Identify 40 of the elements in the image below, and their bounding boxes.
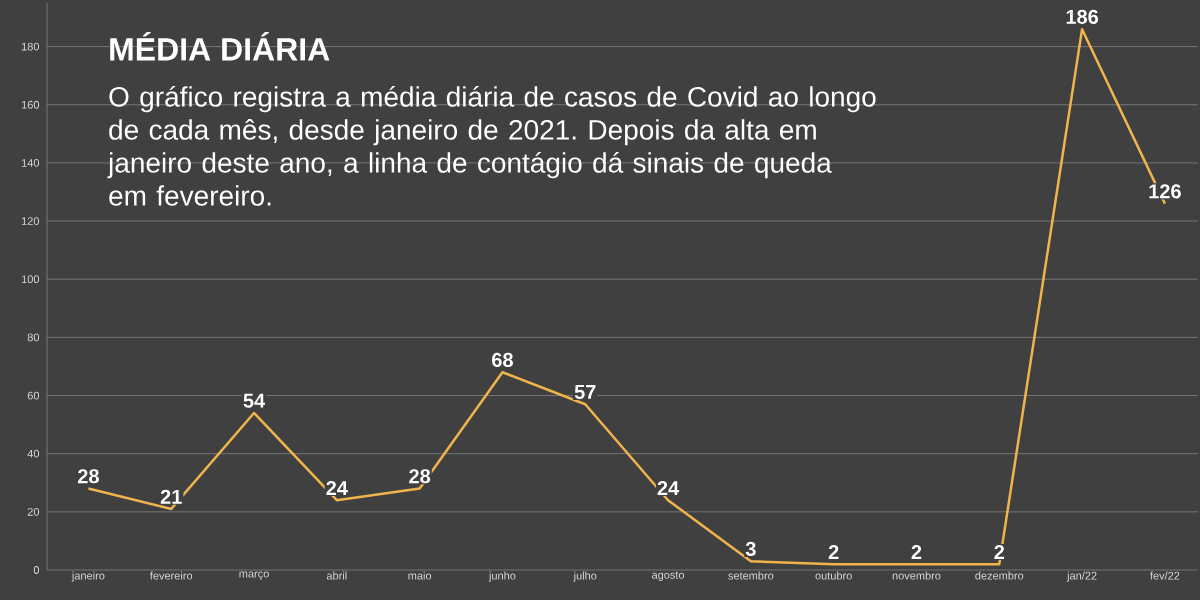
x-tick-label: outubro [815,571,852,580]
data-label: 57 [574,385,596,400]
x-tick-label: agosto [652,571,685,581]
y-tick-label: 40 [27,449,40,458]
x-tick-label: fev/22 [1150,571,1180,580]
x-tick-label: junho [488,571,516,582]
data-label: 126 [1149,184,1181,199]
y-tick-label: 60 [27,391,40,400]
text: MÉDIA DIÁRIA [110,32,330,61]
y-tick-label: 0 [33,566,40,574]
y-tick-label: 180 [21,42,40,51]
data-label: 54 [243,393,266,408]
data-label: 2 [911,544,922,559]
x-tick-label: julho [573,571,597,582]
data-label: 186 [1066,9,1099,24]
x-tick-label: abril [326,571,347,580]
x-tick-label: dezembro [975,571,1024,580]
text: O gráfico registra a média diária de casos de Covid ao longo de cada mês, desde janeiro de 2021. Depois da alta em janeiro deste ano, a linha de contágio dá sinais de queda em fevereiro. [107,85,876,206]
data-label: 21 [160,489,182,504]
data-label: 3 [745,541,756,557]
y-tick-label: 120 [21,217,40,225]
x-tick-label: fevereiro [149,571,193,580]
y-tick-label: 20 [27,507,40,516]
y-tick-label: 160 [21,100,40,109]
data-label: 28 [77,469,99,484]
x-tick-label: maio [408,571,432,580]
y-tick-label: 140 [21,159,40,167]
x-tick-label: setembro [728,571,774,580]
x-tick-label: novembro [892,571,941,580]
x-tick-label: janeiro [71,571,105,582]
data-label: 2 [994,544,1005,559]
y-tick-label: 80 [27,333,40,342]
x-tick-label: março [239,571,269,580]
y-tick-label: 100 [21,275,40,284]
data-label: 28 [409,469,431,484]
data-label: 2 [828,544,839,559]
data-label: 24 [657,481,680,495]
data-label: 24 [326,481,348,495]
data-label: 68 [492,352,513,368]
x-tick-label: jan/22 [1066,571,1097,582]
